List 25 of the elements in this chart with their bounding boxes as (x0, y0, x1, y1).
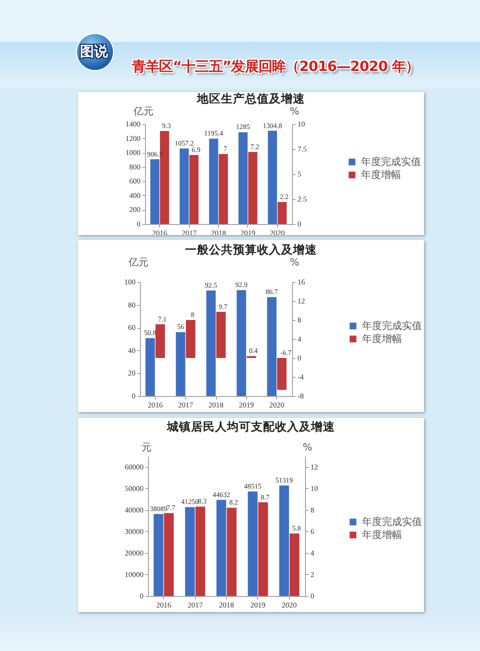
y2-axis-title: % (302, 442, 312, 454)
legend-label: 年度完成实值 (361, 156, 421, 168)
y-axis-title: 元 (142, 442, 152, 454)
y2-axis-title: % (290, 258, 300, 268)
y-axis-title: 亿元 (132, 106, 154, 118)
y2-axis-title: % (290, 106, 300, 118)
legend-label: 年度增幅 (361, 169, 401, 181)
bar (236, 290, 246, 396)
bar (278, 202, 287, 224)
bar (145, 338, 155, 396)
legend-label: 年度增幅 (362, 529, 402, 541)
chart-title: 城镇居民人均可支配收入及增速 (166, 420, 335, 434)
chart-title: 一般公共预算收入及增速 (185, 242, 317, 256)
bar (277, 358, 287, 390)
bar (267, 297, 276, 396)
legend-label: 年度完成实值 (362, 320, 422, 332)
text: 图说 (80, 44, 108, 60)
legend-label: 年度增幅 (362, 333, 402, 345)
bar (206, 290, 216, 396)
text: 青羊区“十三五”发展回眸（2016—2020 年） (132, 59, 420, 75)
bar (268, 130, 278, 224)
legend-label: 年度完成实值 (362, 516, 422, 528)
chart-title: 地区生产总值及增速 (196, 92, 305, 106)
y-axis-title: 亿元 (128, 258, 148, 268)
bar (176, 332, 186, 396)
